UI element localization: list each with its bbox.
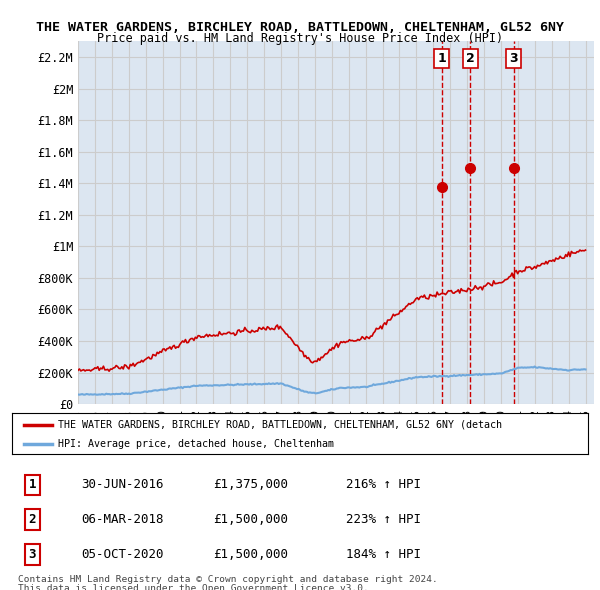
Text: 184% ↑ HPI: 184% ↑ HPI — [346, 548, 421, 561]
Text: £1,500,000: £1,500,000 — [214, 513, 289, 526]
Text: This data is licensed under the Open Government Licence v3.0.: This data is licensed under the Open Gov… — [18, 584, 369, 590]
Text: Price paid vs. HM Land Registry's House Price Index (HPI): Price paid vs. HM Land Registry's House … — [97, 32, 503, 45]
Text: 06-MAR-2018: 06-MAR-2018 — [81, 513, 164, 526]
Text: THE WATER GARDENS, BIRCHLEY ROAD, BATTLEDOWN, CHELTENHAM, GL52 6NY (detach: THE WATER GARDENS, BIRCHLEY ROAD, BATTLE… — [58, 419, 502, 430]
Text: £1,375,000: £1,375,000 — [214, 478, 289, 491]
Text: 3: 3 — [28, 548, 36, 561]
Text: 30-JUN-2016: 30-JUN-2016 — [81, 478, 164, 491]
Text: 2: 2 — [28, 513, 36, 526]
Text: 3: 3 — [509, 52, 518, 65]
Text: 2: 2 — [466, 52, 475, 65]
Text: Contains HM Land Registry data © Crown copyright and database right 2024.: Contains HM Land Registry data © Crown c… — [18, 575, 438, 584]
Text: HPI: Average price, detached house, Cheltenham: HPI: Average price, detached house, Chel… — [58, 439, 334, 449]
Text: 223% ↑ HPI: 223% ↑ HPI — [346, 513, 421, 526]
Text: £1,500,000: £1,500,000 — [214, 548, 289, 561]
Text: 05-OCT-2020: 05-OCT-2020 — [81, 548, 164, 561]
Text: THE WATER GARDENS, BIRCHLEY ROAD, BATTLEDOWN, CHELTENHAM, GL52 6NY: THE WATER GARDENS, BIRCHLEY ROAD, BATTLE… — [36, 21, 564, 34]
Text: 1: 1 — [28, 478, 36, 491]
Text: 1: 1 — [437, 52, 446, 65]
Text: 216% ↑ HPI: 216% ↑ HPI — [346, 478, 421, 491]
